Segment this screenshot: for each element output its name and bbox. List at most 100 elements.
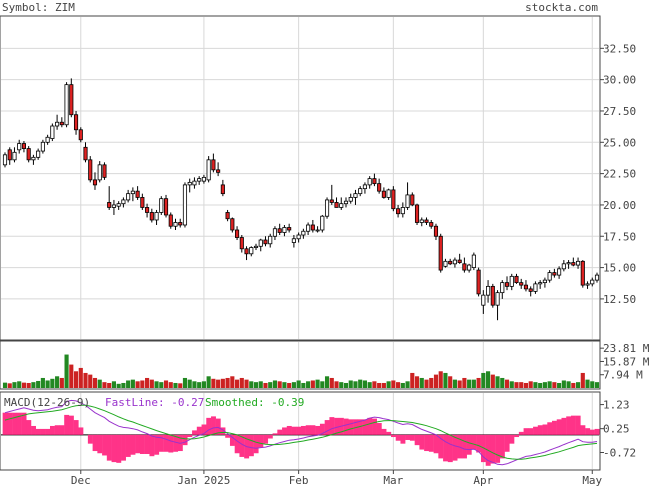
candle-body (92, 179, 98, 186)
volume-bar (263, 382, 268, 388)
volume-bar (381, 382, 386, 388)
candle-body (235, 229, 240, 238)
volume-bar (405, 381, 410, 388)
macd-hist-bar (125, 434, 131, 457)
volume-bar (467, 379, 472, 388)
candle-body (211, 159, 216, 171)
price-tick-label: 30.00 (603, 74, 636, 87)
macd-hist-bar (116, 434, 122, 463)
candle-body (410, 194, 415, 206)
macd-hist-bar (248, 434, 254, 457)
volume-bar (538, 382, 543, 388)
macd-hist-bar (528, 428, 534, 435)
macd-hist-bar (49, 425, 55, 435)
candle-body (324, 199, 330, 217)
macd-hist-bar (59, 425, 65, 435)
candle-body (268, 235, 273, 245)
macd-hist-bar (97, 434, 103, 454)
x-tick-label: May (582, 474, 602, 486)
volume-bar (2, 382, 8, 388)
macd-hist-bar (220, 427, 226, 435)
candle-body (467, 264, 472, 271)
volume-bar (590, 381, 595, 388)
macd-hist-bar (480, 434, 486, 463)
macd-hist-bar (196, 426, 202, 435)
volume-bar (220, 378, 225, 388)
candle-body (391, 189, 396, 210)
volume-bar (92, 377, 98, 388)
candle-body (126, 193, 131, 201)
candle-body (561, 263, 566, 270)
volume-bar (580, 372, 585, 388)
candle-body (154, 212, 159, 221)
brand-link[interactable]: stockta.com (525, 1, 598, 14)
candle-body (206, 159, 211, 181)
macd-hist-bar (40, 428, 46, 435)
macd-hist-bar (390, 434, 396, 438)
volume-bars (2, 354, 600, 388)
candle-body (192, 180, 197, 186)
candle-body (277, 228, 282, 233)
candle-body (414, 204, 420, 223)
volume-bar (78, 367, 83, 388)
candle-body (448, 260, 453, 265)
macd-hist-bar (73, 420, 79, 435)
candle-body (433, 225, 439, 237)
candle-body (377, 183, 382, 192)
volume-bar (358, 379, 363, 388)
macd-hist-bar (182, 434, 188, 446)
macd-hist-bar (547, 422, 553, 435)
volume-bar (419, 377, 424, 388)
candle-body (17, 143, 22, 151)
volume-bar (121, 382, 126, 388)
volume-bar (230, 376, 235, 388)
candle-body (490, 285, 495, 306)
volume-bar (500, 377, 505, 388)
price-tick-label: 27.50 (603, 105, 636, 118)
macd-hist-bar (561, 417, 567, 435)
volume-bar (116, 383, 121, 388)
price-panel (0, 15, 601, 341)
macd-hist-bar (26, 420, 32, 435)
candle-body (343, 200, 349, 205)
macd-hist-bar (225, 434, 231, 438)
volume-bar (396, 382, 401, 388)
price-tick-label: 32.50 (603, 42, 636, 55)
candle-body (296, 234, 301, 240)
volume-bar (73, 371, 79, 388)
volume-bar (206, 376, 211, 388)
macd-hist-bar (31, 425, 36, 435)
macd-hist-bar (102, 434, 108, 456)
macd-hist-bar (192, 430, 198, 435)
volume-bar (287, 382, 292, 388)
candle-body (519, 282, 524, 286)
macd-hist-bar (471, 434, 477, 450)
candle-body (381, 190, 386, 198)
macd-hist-bar (424, 434, 430, 452)
volume-bar (410, 372, 415, 388)
macd-hist-bar (286, 425, 292, 435)
price-tick-label: 12.50 (603, 293, 636, 306)
candle-body (197, 178, 202, 182)
candle-body (386, 189, 391, 198)
candle-body (69, 84, 74, 116)
volume-bar (59, 377, 64, 388)
volume-bar (372, 381, 377, 388)
volume-bar (348, 380, 353, 388)
volume-bar (83, 372, 88, 388)
candle-body (263, 239, 268, 245)
volume-bar (211, 378, 216, 388)
volume-bar (216, 379, 221, 388)
candle-body (457, 259, 462, 263)
candle-body (557, 268, 562, 276)
macd-hist-bar (310, 425, 316, 435)
volume-bar (561, 380, 566, 388)
candle-body (64, 84, 69, 126)
volume-bar (140, 380, 145, 388)
volume-bar (111, 381, 116, 388)
volume-bar (225, 377, 230, 388)
price-tick-label: 22.50 (603, 168, 636, 181)
volume-bar (244, 379, 249, 388)
candle-body (291, 238, 296, 243)
macd-histogram (1, 412, 600, 466)
